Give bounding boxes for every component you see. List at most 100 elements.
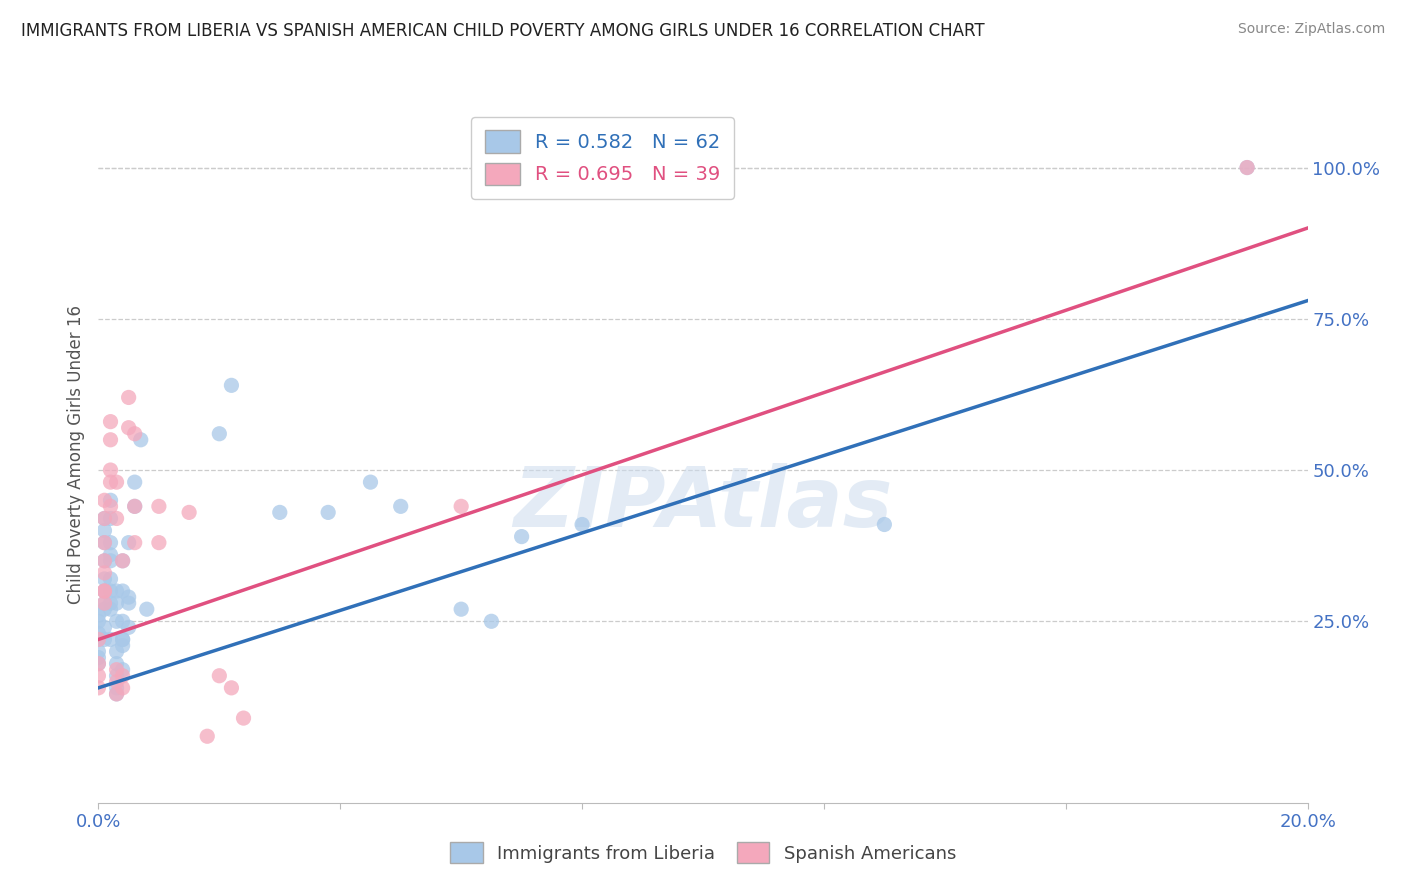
Point <box>105 644 128 658</box>
Point <box>100 500 122 514</box>
Point <box>118 590 141 604</box>
Point <box>481 615 503 629</box>
Point <box>87 681 110 695</box>
Point <box>1236 161 1258 175</box>
Point <box>93 566 115 580</box>
Point <box>93 511 115 525</box>
Point <box>179 505 201 519</box>
Point <box>93 511 115 525</box>
Text: ZIPAtlas: ZIPAtlas <box>513 463 893 544</box>
Point <box>1236 161 1258 175</box>
Point <box>87 657 110 671</box>
Point <box>124 500 146 514</box>
Point <box>232 711 254 725</box>
Point <box>105 615 128 629</box>
Point <box>100 632 122 647</box>
Point <box>93 584 115 599</box>
Point <box>118 596 141 610</box>
Point <box>93 620 115 634</box>
Point <box>124 535 146 549</box>
Point <box>93 572 115 586</box>
Point <box>93 584 115 599</box>
Point <box>129 433 152 447</box>
Point <box>118 391 141 405</box>
Point <box>93 535 115 549</box>
Point <box>221 681 243 695</box>
Point <box>105 596 128 610</box>
Point <box>93 554 115 568</box>
Point <box>118 420 141 434</box>
Point <box>118 535 141 549</box>
Point <box>100 511 122 525</box>
Text: IMMIGRANTS FROM LIBERIA VS SPANISH AMERICAN CHILD POVERTY AMONG GIRLS UNDER 16 C: IMMIGRANTS FROM LIBERIA VS SPANISH AMERI… <box>21 22 984 40</box>
Point <box>87 632 110 647</box>
Point <box>105 663 128 677</box>
Point <box>111 663 134 677</box>
Point <box>100 475 122 490</box>
Point <box>221 378 243 392</box>
Point <box>105 687 128 701</box>
Point <box>100 463 122 477</box>
Point <box>389 500 412 514</box>
Point <box>87 632 110 647</box>
Point <box>111 639 134 653</box>
Point <box>316 505 339 519</box>
Point <box>93 602 115 616</box>
Point <box>105 669 128 683</box>
Point <box>208 426 231 441</box>
Point <box>873 517 896 532</box>
Legend: Immigrants from Liberia, Spanish Americans: Immigrants from Liberia, Spanish America… <box>439 831 967 874</box>
Point <box>93 535 115 549</box>
Point <box>111 632 134 647</box>
Point <box>105 687 128 701</box>
Point <box>105 511 128 525</box>
Point <box>111 632 134 647</box>
Point <box>100 548 122 562</box>
Point <box>360 475 382 490</box>
Point <box>135 602 157 616</box>
Point <box>100 493 122 508</box>
Point <box>105 657 128 671</box>
Point <box>100 572 122 586</box>
Point <box>100 584 122 599</box>
Point <box>93 584 115 599</box>
Point <box>105 584 128 599</box>
Point <box>111 554 134 568</box>
Point <box>93 596 115 610</box>
Point <box>87 669 110 683</box>
Point <box>269 505 291 519</box>
Point <box>100 602 122 616</box>
Point <box>87 657 110 671</box>
Point <box>450 602 472 616</box>
Point <box>124 475 146 490</box>
Point <box>148 535 170 549</box>
Point <box>111 615 134 629</box>
Point <box>93 493 115 508</box>
Point <box>148 500 170 514</box>
Point <box>87 608 110 623</box>
Point <box>111 554 134 568</box>
Text: Source: ZipAtlas.com: Source: ZipAtlas.com <box>1237 22 1385 37</box>
Point <box>93 596 115 610</box>
Point <box>93 524 115 538</box>
Y-axis label: Child Poverty Among Girls Under 16: Child Poverty Among Girls Under 16 <box>66 305 84 605</box>
Point <box>510 530 533 544</box>
Point <box>111 584 134 599</box>
Point <box>450 500 472 514</box>
Point <box>124 500 146 514</box>
Point <box>208 669 231 683</box>
Point <box>195 729 218 743</box>
Point <box>100 596 122 610</box>
Legend: R = 0.582   N = 62, R = 0.695   N = 39: R = 0.582 N = 62, R = 0.695 N = 39 <box>471 117 734 199</box>
Point <box>100 535 122 549</box>
Point <box>118 620 141 634</box>
Point <box>111 669 134 683</box>
Point <box>100 554 122 568</box>
Point <box>93 554 115 568</box>
Point <box>87 650 110 665</box>
Point <box>100 433 122 447</box>
Point <box>93 632 115 647</box>
Point <box>111 681 134 695</box>
Point <box>571 517 593 532</box>
Point <box>105 681 128 695</box>
